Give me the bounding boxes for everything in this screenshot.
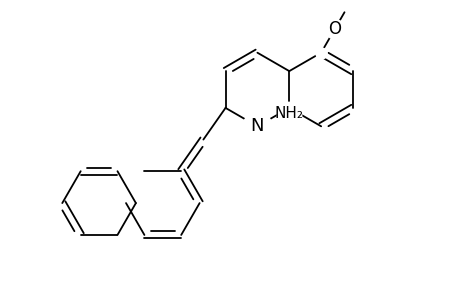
Text: NH₂: NH₂	[274, 106, 303, 121]
Text: O: O	[327, 20, 341, 38]
Text: N: N	[250, 117, 263, 135]
